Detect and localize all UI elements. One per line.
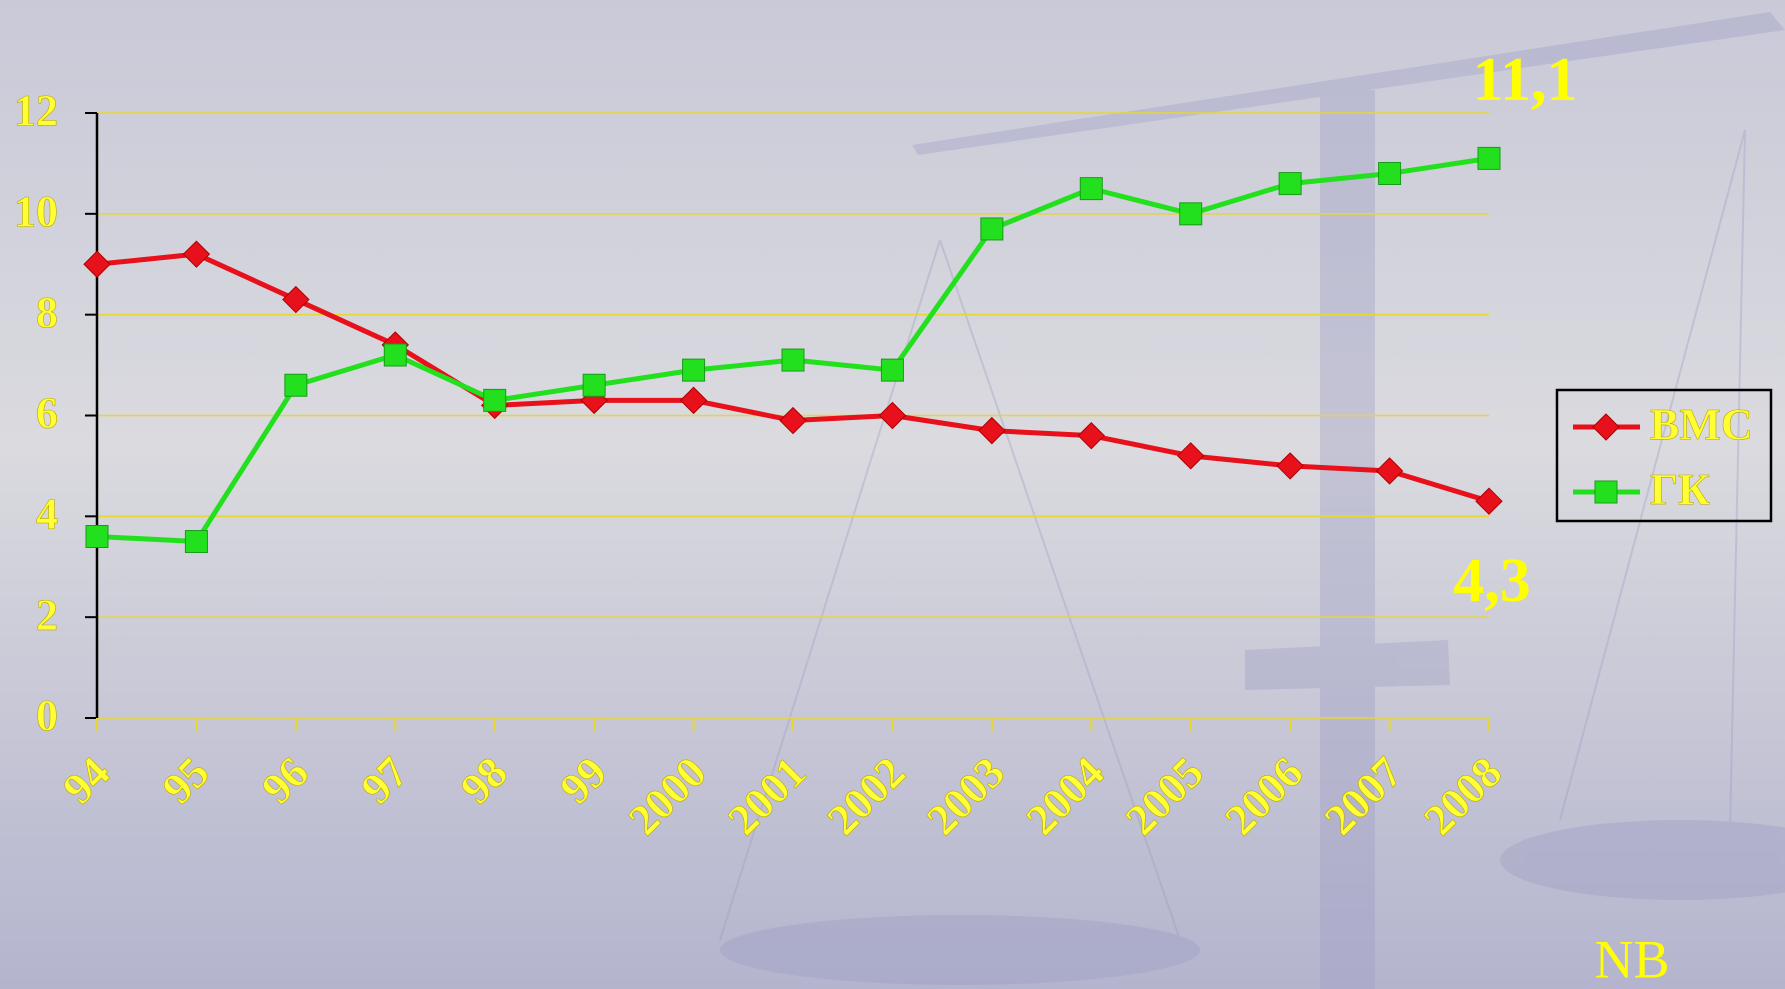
y-tick-label: 8 <box>36 288 58 337</box>
legend-marker <box>1592 413 1620 441</box>
point <box>978 416 1006 445</box>
point <box>1375 457 1404 485</box>
legend-label: ГК <box>1650 465 1710 514</box>
point <box>980 217 1004 241</box>
annotation: NB <box>1594 929 1669 989</box>
y-tick-label: 12 <box>14 86 58 135</box>
point <box>779 406 807 435</box>
point <box>83 250 111 278</box>
point <box>1077 421 1105 450</box>
point <box>1475 487 1503 515</box>
point <box>880 358 904 382</box>
point <box>679 386 708 415</box>
y-tick-label: 6 <box>36 389 58 438</box>
legend-marker <box>1594 480 1618 504</box>
point <box>1179 202 1203 226</box>
point <box>682 358 706 382</box>
y-tick-label: 0 <box>36 691 58 740</box>
y-tick-label: 4 <box>36 489 58 538</box>
y-tick-label: 2 <box>36 590 58 639</box>
point <box>282 285 310 314</box>
point <box>1378 162 1402 185</box>
point <box>1177 442 1205 470</box>
point <box>1477 146 1501 170</box>
legend-label: ВМС <box>1650 400 1753 449</box>
y-tick-label: 10 <box>14 187 58 236</box>
annotation: 11,1 <box>1472 46 1577 114</box>
annotation: 4,3 <box>1453 547 1531 615</box>
point <box>85 525 109 548</box>
point <box>1079 177 1103 201</box>
scales-decoration <box>719 12 1785 989</box>
point <box>878 401 907 430</box>
point <box>383 343 407 367</box>
point <box>582 373 606 397</box>
point <box>184 530 208 554</box>
point <box>1278 172 1302 196</box>
point <box>781 348 805 372</box>
legend-box <box>1555 388 1773 523</box>
point <box>1276 452 1304 480</box>
point <box>182 240 211 268</box>
point <box>284 373 308 397</box>
point <box>483 388 507 412</box>
